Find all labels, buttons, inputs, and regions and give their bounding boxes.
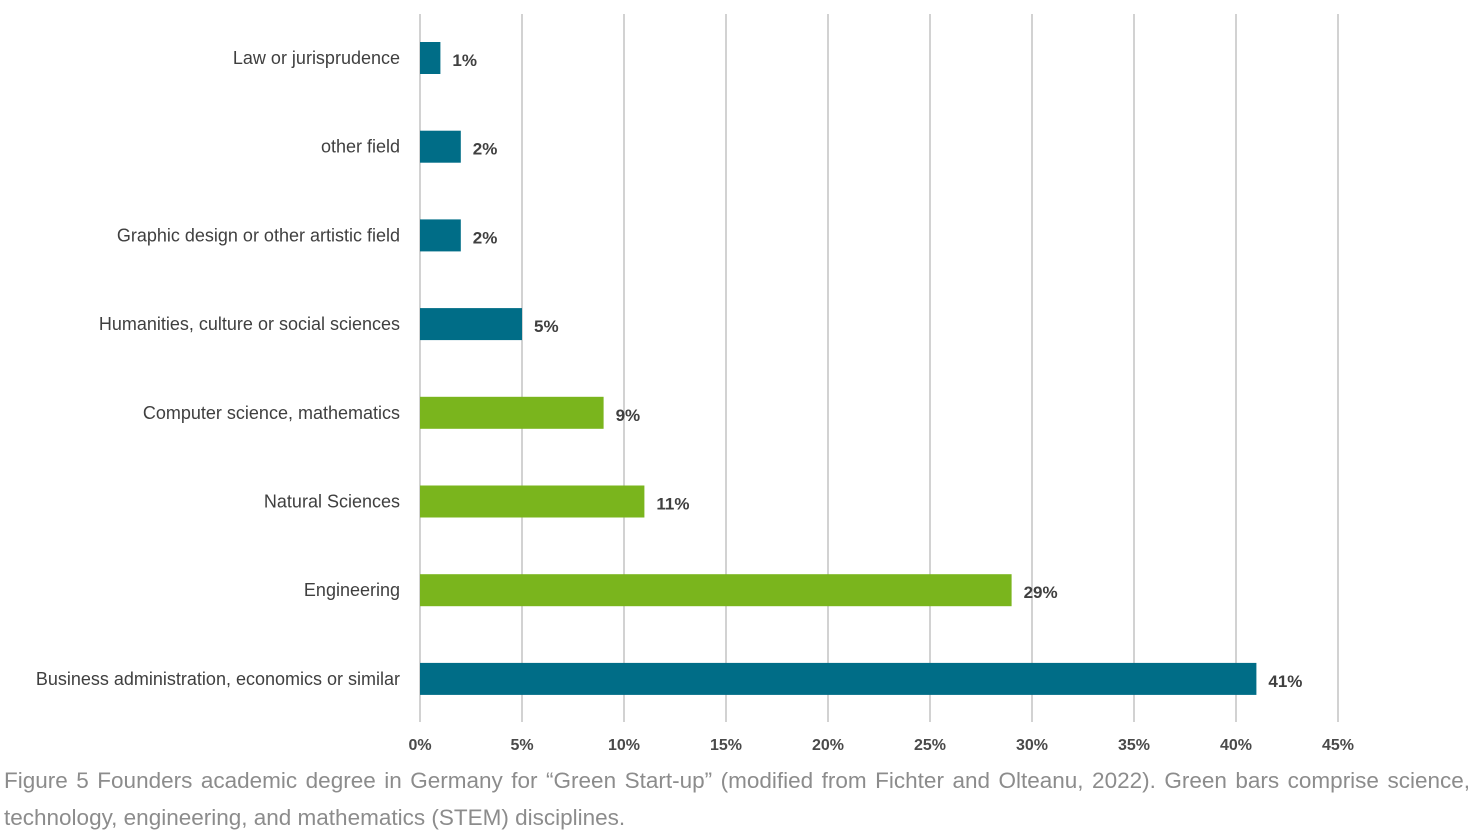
x-tick-label: 40% <box>1220 737 1252 754</box>
category-label: Graphic design or other artistic field <box>117 225 400 245</box>
figure-caption: Figure 5 Founders academic degree in Ger… <box>4 768 1470 830</box>
bar <box>420 662 1257 695</box>
data-label: 11% <box>656 495 689 514</box>
data-labels: 1% 2% 2% 5% 9% 11% 29% 41% <box>452 51 1302 691</box>
bar <box>420 574 1012 607</box>
data-label: 41% <box>1268 672 1302 691</box>
data-label: 2% <box>473 140 498 159</box>
category-label: Law or jurisprudence <box>233 48 400 68</box>
x-tick-label: 10% <box>608 737 640 754</box>
x-tick-label: 15% <box>710 737 742 754</box>
bar-chart: Law or jurisprudence other field Graphic d… <box>36 14 1354 754</box>
x-axis-tick-labels: 0% 5% 10% 15% 20% 25% 30% 35% 40% 45% <box>408 737 1354 754</box>
category-labels: Law or jurisprudence other field Graphic d… <box>36 48 400 689</box>
category-label: Humanities, culture or social sciences <box>99 314 400 334</box>
x-tick-label: 30% <box>1016 737 1048 754</box>
x-tick-label: 0% <box>408 737 431 754</box>
x-tick-label: 5% <box>510 737 533 754</box>
data-label: 9% <box>616 406 641 425</box>
x-tick-label: 25% <box>914 737 946 754</box>
bar <box>420 485 645 518</box>
x-tick-label: 45% <box>1322 737 1354 754</box>
bar <box>420 219 461 252</box>
category-label: other field <box>321 137 400 157</box>
category-label: Business administration, economics or si… <box>36 669 400 689</box>
category-label: Computer science, mathematics <box>143 403 400 423</box>
data-label: 2% <box>473 228 498 247</box>
bar <box>420 42 441 74</box>
x-tick-label: 20% <box>812 737 844 754</box>
category-label: Engineering <box>304 580 400 600</box>
bar <box>420 308 522 341</box>
gridlines <box>419 14 1339 722</box>
data-label: 5% <box>534 317 559 336</box>
bar <box>420 130 461 163</box>
data-label: 1% <box>452 51 477 70</box>
bars <box>420 42 1257 695</box>
category-label: Natural Sciences <box>264 492 400 512</box>
data-label: 29% <box>1024 583 1058 602</box>
bar <box>420 396 604 429</box>
x-tick-label: 35% <box>1118 737 1150 754</box>
